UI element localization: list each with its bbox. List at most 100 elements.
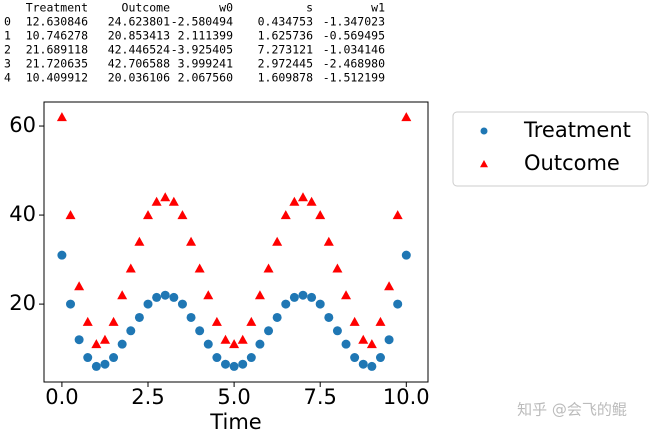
data-point bbox=[134, 236, 145, 246]
table-header: w1 bbox=[371, 1, 385, 15]
data-point bbox=[169, 292, 179, 302]
data-point bbox=[212, 353, 222, 363]
data-point bbox=[168, 196, 179, 206]
table-cell: 3 bbox=[4, 57, 11, 71]
data-point bbox=[324, 312, 334, 322]
data-point bbox=[74, 281, 85, 291]
data-point bbox=[366, 339, 377, 349]
table-header: s bbox=[306, 1, 313, 15]
x-tick-label: 7.5 bbox=[304, 385, 337, 409]
data-point bbox=[74, 335, 84, 345]
data-point bbox=[289, 292, 299, 302]
legend-swatch bbox=[480, 160, 488, 168]
data-point bbox=[323, 236, 334, 246]
data-point bbox=[109, 353, 119, 363]
data-point bbox=[315, 299, 325, 309]
data-point bbox=[143, 299, 153, 309]
data-point bbox=[152, 292, 162, 302]
data-point bbox=[375, 353, 385, 363]
data-point bbox=[220, 359, 230, 369]
table-cell: 10.409912 bbox=[26, 71, 88, 85]
data-point bbox=[315, 210, 326, 220]
data-point bbox=[211, 316, 222, 326]
table-cell: 20.853413 bbox=[108, 29, 170, 43]
table-cell: -1.347023 bbox=[323, 15, 385, 29]
x-tick-label: 10.0 bbox=[383, 385, 430, 409]
table-cell: 7.273121 bbox=[258, 43, 313, 57]
data-point bbox=[203, 290, 214, 300]
table-cell: 1 bbox=[4, 29, 11, 43]
data-point bbox=[246, 316, 257, 326]
data-point bbox=[229, 339, 240, 349]
data-point bbox=[229, 361, 239, 371]
data-point bbox=[375, 316, 386, 326]
data-point bbox=[117, 290, 128, 300]
table-header: Outcome bbox=[122, 1, 171, 15]
data-point bbox=[186, 236, 197, 246]
table-cell: 21.689118 bbox=[26, 43, 88, 57]
table-cell: 2 bbox=[4, 43, 11, 57]
table-cell: 0 bbox=[4, 15, 11, 29]
table-header: Treatment bbox=[26, 1, 88, 15]
data-point bbox=[160, 290, 170, 300]
table-cell: -2.468980 bbox=[323, 57, 385, 71]
table-cell: 4 bbox=[4, 71, 11, 85]
table-cell: 42.446524 bbox=[108, 43, 170, 57]
legend-swatch bbox=[480, 127, 488, 135]
data-point bbox=[401, 250, 411, 260]
data-point bbox=[83, 353, 93, 363]
data-point bbox=[401, 112, 412, 122]
x-axis-label: Time bbox=[209, 410, 261, 434]
data-point bbox=[237, 334, 248, 344]
data-point bbox=[143, 210, 154, 220]
table-cell: 21.720635 bbox=[26, 57, 88, 71]
x-tick-label: 5.0 bbox=[217, 385, 250, 409]
data-point bbox=[220, 334, 231, 344]
data-point bbox=[195, 326, 205, 336]
y-tick-label: 20 bbox=[9, 291, 36, 315]
data-point bbox=[56, 112, 67, 122]
data-point bbox=[264, 326, 274, 336]
data-point bbox=[297, 192, 308, 202]
data-point bbox=[255, 339, 265, 349]
data-point bbox=[272, 236, 283, 246]
y-tick-label: 40 bbox=[9, 202, 36, 226]
data-point bbox=[306, 196, 317, 206]
data-point bbox=[358, 334, 369, 344]
data-point bbox=[126, 326, 136, 336]
data-point bbox=[272, 312, 282, 322]
data-point bbox=[238, 359, 248, 369]
data-point bbox=[203, 339, 213, 349]
table-cell: 3.999241 bbox=[178, 57, 233, 71]
table-cell: 2.067560 bbox=[178, 71, 233, 85]
x-tick-label: 0.0 bbox=[45, 385, 78, 409]
data-point bbox=[358, 359, 368, 369]
legend-label: Treatment bbox=[523, 118, 631, 142]
data-point bbox=[349, 316, 360, 326]
data-point bbox=[194, 263, 205, 273]
legend-label: Outcome bbox=[524, 151, 620, 175]
data-point bbox=[177, 210, 188, 220]
data-point bbox=[332, 263, 343, 273]
table-cell: -1.034146 bbox=[323, 43, 385, 57]
table-cell: 1.625736 bbox=[258, 29, 313, 43]
data-point bbox=[108, 316, 119, 326]
table-cell: -1.512199 bbox=[323, 71, 385, 85]
data-point bbox=[186, 312, 196, 322]
data-point bbox=[125, 263, 136, 273]
table-cell: -3.925405 bbox=[171, 43, 233, 57]
data-point bbox=[99, 334, 110, 344]
data-point bbox=[177, 299, 187, 309]
table-cell: 42.706588 bbox=[108, 57, 170, 71]
data-point bbox=[82, 316, 93, 326]
table-cell: 10.746278 bbox=[26, 29, 88, 43]
table-cell: 12.630846 bbox=[26, 15, 88, 29]
table-cell: 2.111399 bbox=[178, 29, 233, 43]
data-point bbox=[298, 290, 308, 300]
data-point bbox=[91, 339, 102, 349]
data-point bbox=[341, 339, 351, 349]
data-point bbox=[289, 196, 300, 206]
data-point bbox=[254, 290, 265, 300]
table-cell: 20.036106 bbox=[108, 71, 170, 85]
